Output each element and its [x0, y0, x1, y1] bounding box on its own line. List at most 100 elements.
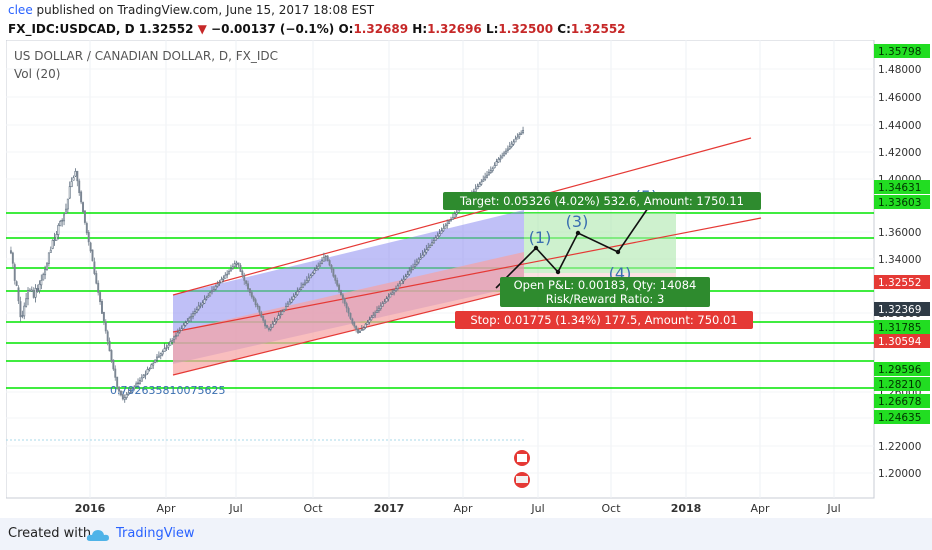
candle-body [108, 340, 111, 352]
candle-body [455, 212, 458, 215]
close-label: C: [557, 22, 571, 36]
candle [192, 310, 194, 320]
price-chart[interactable]: (1)(3)(4)(5)Target: 0.05326 (4.02%) 532.… [5, 39, 930, 518]
price-axis[interactable]: 1.480001.460001.440001.420001.400001.360… [874, 44, 930, 480]
candle-body [40, 280, 43, 286]
candle [366, 320, 369, 326]
candle-body [457, 209, 460, 213]
candle-body [303, 282, 306, 285]
candle-body [262, 316, 265, 321]
candle-body [510, 143, 513, 148]
candle-body [167, 344, 170, 348]
candle [425, 244, 428, 255]
candle-body [406, 274, 409, 278]
candle-body [133, 386, 136, 390]
candle [112, 359, 115, 371]
candle-body [383, 301, 386, 304]
publish-header: clee published on TradingView.com, June … [0, 0, 932, 40]
candle-body [391, 292, 394, 295]
candle-body [57, 225, 60, 235]
candle [446, 219, 449, 229]
candle [82, 201, 84, 213]
wave-point [615, 249, 621, 255]
candle [267, 326, 270, 332]
candle [313, 267, 316, 275]
candle [491, 166, 494, 173]
candle-body [434, 237, 437, 241]
candle [245, 280, 248, 287]
candle-body [516, 136, 519, 140]
candle-body [207, 295, 210, 298]
candle [74, 168, 77, 178]
candle [275, 318, 278, 324]
candle-body [522, 129, 525, 134]
candle-body [429, 245, 432, 248]
candle [131, 386, 134, 394]
candle-body [30, 289, 33, 292]
candle-body [214, 285, 217, 290]
candle-body [305, 280, 308, 284]
candle-body [178, 330, 181, 333]
candle-body [195, 309, 198, 313]
candle-body [209, 292, 212, 297]
candle [209, 291, 212, 297]
high-label: H: [412, 22, 428, 36]
candle [157, 351, 160, 358]
price-badge-label: 1.28210 [878, 379, 921, 391]
candle-body [514, 138, 517, 143]
candle [298, 287, 301, 293]
candle [285, 302, 287, 311]
time-axis[interactable]: 2016 Apr Jul Oct 2017 Apr Jul Oct 2018 Apr Jul [75, 502, 841, 515]
symbol-label: FX_IDC:USDCAD, D [8, 22, 135, 36]
candle [108, 337, 111, 352]
chart-area[interactable]: (1)(3)(4)(5)Target: 0.05326 (4.02%) 532.… [5, 39, 930, 518]
candle-body [99, 292, 102, 303]
candle [321, 257, 323, 265]
candle-body [298, 289, 301, 292]
candle-body [377, 307, 380, 311]
wave-point [533, 245, 539, 251]
candle-body [290, 299, 293, 303]
channel-bottom-line [172, 287, 525, 376]
candle-body [292, 296, 295, 300]
tradingview-link[interactable]: TradingView [116, 526, 195, 541]
overlay-layer: (1)(3)(4)(5)Target: 0.05326 (4.02%) 532.… [110, 187, 761, 488]
wave-label: (3) [566, 212, 589, 231]
candle [116, 376, 119, 390]
candle [374, 310, 377, 318]
candle [505, 148, 507, 155]
candle-body [15, 281, 18, 286]
candle [294, 291, 297, 298]
candle [357, 327, 360, 334]
candle-body [315, 268, 318, 271]
price-badge-label: 1.34631 [878, 182, 921, 194]
candle [118, 386, 121, 396]
candle [21, 310, 24, 319]
candle [72, 175, 75, 181]
author-link[interactable]: clee [8, 3, 33, 17]
candle-body [254, 299, 257, 305]
candle [53, 232, 56, 246]
candle [38, 280, 41, 294]
x-tick-label: Jul [826, 502, 840, 515]
candle-body [508, 146, 511, 150]
candle-body [61, 219, 64, 222]
candle [343, 297, 346, 307]
candle-body [112, 359, 115, 370]
candle-body [211, 289, 213, 293]
candle [520, 130, 523, 135]
price-badge [874, 275, 930, 289]
candle-body [358, 330, 361, 333]
y-tick-label: 1.22000 [878, 441, 921, 453]
candle [451, 213, 454, 220]
candle [493, 162, 496, 169]
candle-body [336, 280, 339, 286]
candle [243, 272, 246, 285]
candle-body [353, 322, 356, 327]
candle-body [491, 168, 494, 171]
price-badge [874, 195, 930, 209]
candle-body [285, 306, 287, 311]
candle [229, 264, 232, 272]
candle [400, 278, 403, 285]
candle [173, 335, 176, 343]
